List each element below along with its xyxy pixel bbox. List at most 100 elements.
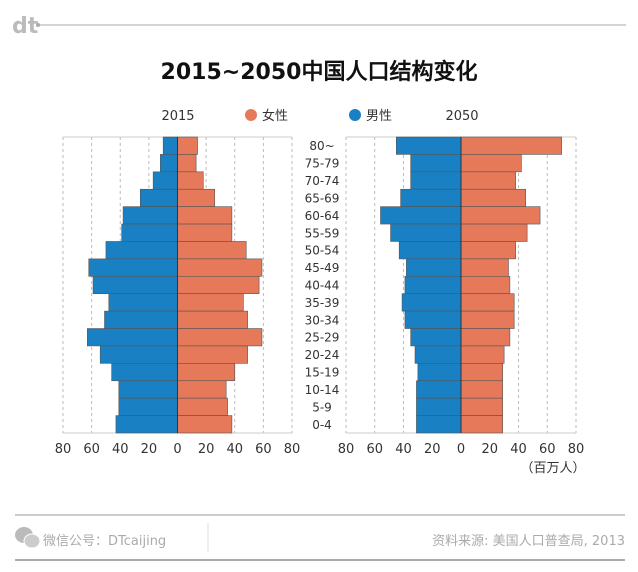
female-bar-2015-25-29 bbox=[177, 328, 263, 347]
x-tick-label: 80 bbox=[568, 442, 585, 457]
female-bar-2015-50-54 bbox=[177, 241, 247, 260]
female-bar-2050-40-44 bbox=[460, 275, 511, 295]
female-bar-2050-75-79 bbox=[460, 154, 522, 173]
male-bar-2050-55-59 bbox=[390, 223, 462, 242]
female-bar-2050-65-69 bbox=[460, 188, 526, 207]
male-bar-2050-60-64 bbox=[380, 206, 462, 225]
x-tick-label: 0 bbox=[457, 442, 465, 457]
female-bar-2015-20-24 bbox=[177, 345, 248, 364]
age-group-label: 10-14 bbox=[305, 383, 340, 397]
female-bar-2050-10-14 bbox=[460, 380, 503, 399]
x-tick-label: 40 bbox=[395, 442, 412, 457]
unit-label: （百万人） bbox=[520, 461, 585, 476]
dt-logo: dt bbox=[12, 14, 39, 39]
male-bar-2015-35-39 bbox=[108, 293, 178, 312]
data-source: 资料来源: 美国人口普查局, 2013 bbox=[432, 534, 625, 549]
male-bar-2015-25-29 bbox=[87, 328, 178, 347]
male-bar-2015-80~ bbox=[162, 136, 178, 155]
age-group-label: 40-44 bbox=[305, 279, 340, 293]
legend-male-label: 男性 bbox=[366, 109, 392, 124]
x-tick-label: 20 bbox=[481, 442, 498, 457]
male-bar-2050-45-49 bbox=[406, 258, 462, 277]
age-group-label: 5-9 bbox=[312, 400, 332, 414]
male-bar-2015-75-79 bbox=[160, 154, 178, 173]
male-bar-2050-40-44 bbox=[404, 275, 462, 295]
female-bar-2015-75-79 bbox=[177, 154, 197, 173]
x-tick-label: 20 bbox=[424, 442, 441, 457]
female-bar-2015-55-59 bbox=[177, 223, 233, 242]
male-bar-2050-80~ bbox=[396, 136, 462, 155]
female-bar-2015-0-4 bbox=[177, 415, 233, 434]
x-tick-label: 80 bbox=[338, 442, 355, 457]
male-bar-2015-55-59 bbox=[121, 223, 178, 242]
female-bar-2050-55-59 bbox=[460, 223, 528, 242]
age-group-label: 80~ bbox=[309, 139, 334, 153]
female-bar-2050-45-49 bbox=[460, 258, 509, 277]
male-bar-2050-30-34 bbox=[404, 310, 462, 329]
age-group-label: 25-29 bbox=[305, 331, 340, 345]
x-tick-label: 60 bbox=[255, 442, 272, 457]
age-group-label: 20-24 bbox=[305, 348, 340, 362]
female-bar-2050-25-29 bbox=[460, 328, 511, 347]
male-bar-2015-50-54 bbox=[105, 241, 178, 260]
female-bar-2015-5-9 bbox=[177, 397, 228, 416]
x-tick-label: 20 bbox=[198, 442, 215, 457]
male-bar-2015-0-4 bbox=[115, 415, 178, 434]
female-bar-2015-40-44 bbox=[177, 275, 260, 295]
wechat-account: 微信公号：DTcaijing bbox=[43, 534, 166, 549]
male-bar-2050-5-9 bbox=[416, 397, 462, 416]
male-bar-2050-50-54 bbox=[398, 241, 462, 260]
chart-title: 2015~2050中国人口结构变化 bbox=[161, 59, 478, 85]
x-tick-label: 60 bbox=[83, 442, 100, 457]
age-group-label: 55-59 bbox=[305, 226, 340, 240]
wechat-icon-bubble bbox=[23, 533, 41, 549]
x-tick-label: 40 bbox=[510, 442, 527, 457]
male-bar-2015-60-64 bbox=[122, 206, 178, 225]
male-bar-2015-10-14 bbox=[118, 380, 178, 399]
x-tick-label: 40 bbox=[226, 442, 243, 457]
male-bar-2050-70-74 bbox=[410, 171, 462, 190]
male-bar-2015-40-44 bbox=[92, 275, 178, 295]
male-bar-2050-0-4 bbox=[416, 415, 462, 434]
x-tick-label: 60 bbox=[539, 442, 556, 457]
x-tick-label: 80 bbox=[284, 442, 301, 457]
age-group-label: 15-19 bbox=[305, 366, 340, 380]
female-bar-2050-5-9 bbox=[460, 397, 503, 416]
age-group-label: 65-69 bbox=[305, 191, 340, 205]
female-bar-2015-60-64 bbox=[177, 206, 233, 225]
female-bar-2050-80~ bbox=[460, 136, 562, 155]
x-tick-label: 60 bbox=[366, 442, 383, 457]
legend-female-swatch bbox=[245, 109, 257, 121]
female-bar-2050-30-34 bbox=[460, 310, 515, 329]
male-bar-2015-45-49 bbox=[88, 258, 178, 277]
female-bar-2015-45-49 bbox=[177, 258, 263, 277]
male-bar-2050-25-29 bbox=[410, 328, 462, 347]
male-bar-2050-10-14 bbox=[416, 380, 462, 399]
panel-label-2050: 2050 bbox=[445, 109, 478, 124]
x-tick-label: 0 bbox=[173, 442, 181, 457]
male-bar-2015-5-9 bbox=[118, 397, 178, 416]
x-tick-label: 80 bbox=[55, 442, 72, 457]
age-group-label: 30-34 bbox=[305, 313, 340, 327]
x-tick-label: 20 bbox=[141, 442, 158, 457]
age-group-label: 50-54 bbox=[305, 244, 340, 258]
male-bar-2015-65-69 bbox=[139, 188, 178, 207]
panel-label-2015: 2015 bbox=[161, 109, 194, 124]
legend-female-label: 女性 bbox=[262, 108, 288, 124]
female-bar-2050-50-54 bbox=[460, 241, 516, 260]
age-group-label: 60-64 bbox=[305, 209, 340, 223]
female-bar-2015-30-34 bbox=[177, 310, 248, 329]
x-tick-label: 40 bbox=[112, 442, 129, 457]
female-bar-2015-15-19 bbox=[177, 363, 236, 382]
male-bar-2015-70-74 bbox=[152, 171, 178, 190]
legend-male-swatch bbox=[349, 109, 361, 121]
female-bar-2050-20-24 bbox=[460, 345, 505, 364]
male-bar-2050-65-69 bbox=[400, 188, 462, 207]
age-group-label: 35-39 bbox=[305, 296, 340, 310]
female-bar-2050-70-74 bbox=[460, 171, 516, 190]
age-group-label: 70-74 bbox=[305, 174, 340, 188]
female-bar-2015-65-69 bbox=[177, 188, 216, 207]
age-group-label: 75-79 bbox=[305, 157, 340, 171]
male-bar-2015-30-34 bbox=[104, 310, 178, 329]
